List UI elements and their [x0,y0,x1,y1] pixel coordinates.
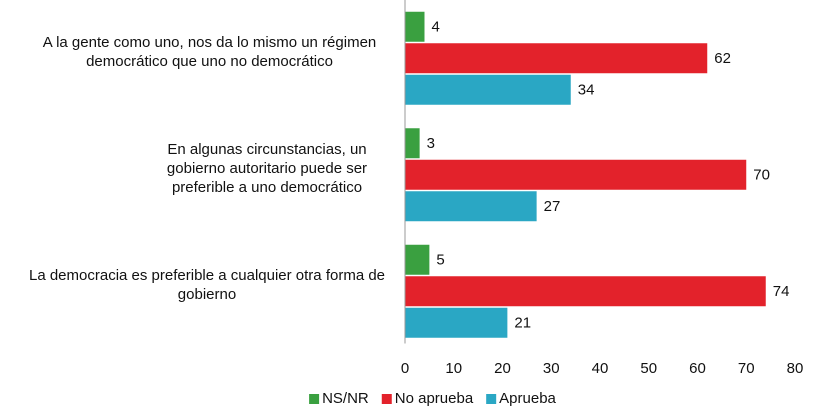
x-tick-label: 80 [787,360,804,377]
bar [405,128,420,159]
bar [405,276,766,307]
x-tick-label: 50 [640,360,657,377]
bar [405,307,508,338]
bar [405,11,425,42]
value-label: 62 [714,50,731,67]
x-tick-label: 0 [401,360,409,377]
bar [405,159,747,190]
value-label: 34 [578,82,595,99]
x-tick-label: 40 [592,360,609,377]
x-tick-label: 10 [445,360,462,377]
value-label: 5 [436,252,444,269]
value-label: 21 [514,315,531,332]
bar [405,74,571,105]
x-tick-label: 20 [494,360,511,377]
category-label: A la gente como uno, nos da lo mismo un … [42,34,377,71]
value-label: 70 [753,167,770,184]
category-label: La democracia es preferible a cualquier … [28,267,386,304]
bar [405,191,537,222]
value-label: 74 [773,283,790,300]
bar [405,244,430,275]
legend-label: Aprueba [499,390,556,407]
legend-label: NS/NR [322,390,369,407]
x-tick-label: 60 [689,360,706,377]
value-label: 27 [544,198,561,215]
value-label: 4 [432,19,440,36]
legend-swatch [309,394,320,404]
category-label: En algunas circunstancias, un gobierno a… [166,141,368,197]
legend-label: No aprueba [395,390,474,407]
x-tick-label: 30 [543,360,560,377]
legend-swatch [381,394,392,404]
bar [405,43,708,74]
x-tick-label: 70 [738,360,755,377]
value-label: 3 [427,135,435,152]
legend-swatch [486,394,497,404]
